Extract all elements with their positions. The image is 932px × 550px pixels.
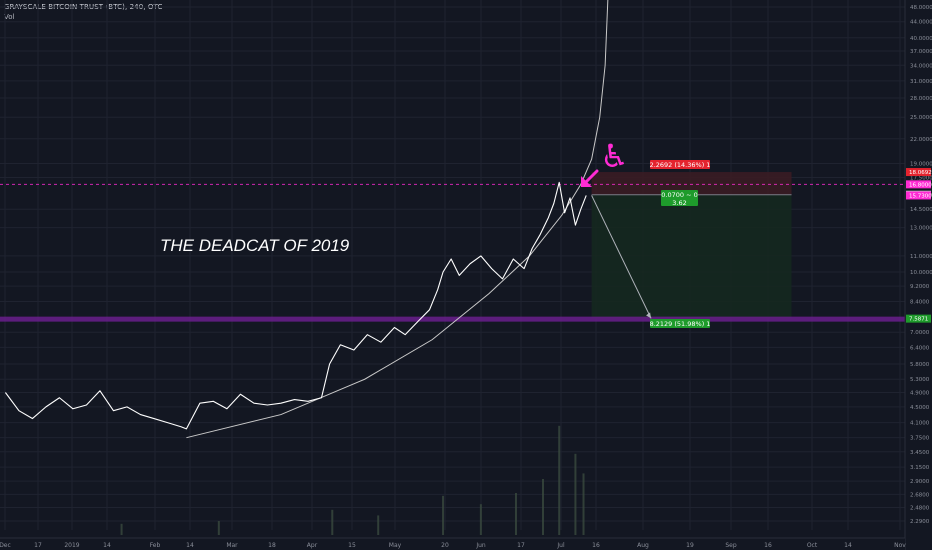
price-tick-label: 13.0000 <box>910 226 932 232</box>
price-tick-label: 2.9000 <box>910 479 930 485</box>
volume-label: Vol <box>4 13 15 21</box>
entry-label: 3.62 <box>672 199 686 207</box>
time-tick-label: 17 <box>34 542 42 549</box>
volume-bar <box>120 523 123 535</box>
target-label: 8.2129 (51.98%) 1 <box>650 320 711 328</box>
price-tick-label: 37.0000 <box>910 49 932 55</box>
price-tag-box <box>906 180 931 189</box>
time-tick-label: May <box>389 542 402 549</box>
price-tick-label: 40.0000 <box>910 36 932 42</box>
time-tick-label: 18 <box>268 542 276 549</box>
time-tick-label: Apr <box>307 542 318 549</box>
forecast-arrowhead <box>646 312 652 319</box>
volume-bar <box>542 479 544 535</box>
entry-label-box <box>661 190 698 206</box>
time-tick-label: 2019 <box>64 542 79 549</box>
volume-bar <box>479 504 482 535</box>
price-tick-label: 3.1500 <box>910 465 930 471</box>
price-tick-label: 48.0000 <box>910 5 932 11</box>
price-tick-label: 25.0000 <box>910 115 932 121</box>
profit-target-zone <box>591 194 792 319</box>
time-tick-label: Sep <box>725 542 737 549</box>
price-tag-box <box>906 314 931 323</box>
time-tick-label: Dec <box>0 542 11 549</box>
time-axis <box>0 538 905 550</box>
parabolic-curve <box>186 0 609 439</box>
volume-bar <box>582 473 585 535</box>
arrow-down-left-icon <box>581 176 592 187</box>
price-tick-label: 14.5000 <box>910 207 932 213</box>
volume-bar <box>442 495 445 535</box>
price-tick-label: 28.0000 <box>910 96 932 102</box>
time-tick-label: 20 <box>441 542 449 549</box>
stop-loss-zone <box>591 172 792 195</box>
price-tick-label: 5.8000 <box>910 362 930 368</box>
forecast-arrow <box>591 195 652 319</box>
volume-bar <box>574 453 577 535</box>
time-tick-label: 17 <box>517 542 525 549</box>
price-tick-label: 7.0000 <box>910 330 930 336</box>
price-tick-label: 17.5000 <box>910 175 932 181</box>
price-tick-label: 31.0000 <box>910 79 932 85</box>
price-tick-label: 4.9000 <box>910 390 930 396</box>
price-tick-label: 34.0000 <box>910 63 932 69</box>
price-tick-label: 8.4000 <box>910 299 930 305</box>
price-tick-label: 2.2900 <box>910 519 930 525</box>
target-label-box <box>650 319 710 328</box>
stop-loss-label: 2.2692 (14.36%) 1 <box>650 161 711 169</box>
volume-bar <box>217 521 220 535</box>
time-tick-label: 16 <box>592 542 600 549</box>
time-tick-label: 16 <box>764 542 772 549</box>
price-tick-label: 3.7500 <box>910 436 930 442</box>
price-tick-label: 2.6800 <box>910 492 930 498</box>
price-tick-label: 4.5000 <box>910 405 930 411</box>
price-tick-label: 44.0000 <box>910 20 932 26</box>
price-tag-box <box>906 191 931 200</box>
price-tick-label: 11.0000 <box>910 254 932 260</box>
price-axis <box>905 0 932 550</box>
support-band <box>0 316 905 322</box>
price-tag-label: 18.0692 <box>909 170 932 176</box>
price-tick-label: 3.4500 <box>910 450 930 456</box>
price-tick-label: 4.1000 <box>910 421 930 427</box>
arrow-down-left-icon <box>583 169 599 185</box>
price-line[interactable] <box>4 181 587 430</box>
price-tick-label: 9.2000 <box>910 284 930 290</box>
time-tick-label: Jul <box>556 542 565 549</box>
price-tag-label: 7.5871 <box>909 317 928 323</box>
volume-bar <box>514 493 517 535</box>
time-tick-label: 19 <box>686 542 694 549</box>
volume-bar <box>377 515 380 535</box>
volume-bar <box>558 425 561 535</box>
time-tick-label: Feb <box>150 542 161 549</box>
time-tick-label: 14 <box>844 542 852 549</box>
price-tick-label: 19.0000 <box>910 162 932 168</box>
time-tick-label: 14 <box>103 542 111 549</box>
headline-annotation: THE DEADCAT OF 2019 <box>160 236 350 255</box>
price-tag-label: 16.8000 <box>909 182 932 188</box>
time-tick-label: Jun <box>475 542 486 549</box>
stop-loss-label-box <box>650 160 710 169</box>
price-tick-label: 2.4800 <box>910 506 930 512</box>
price-tick-label: 5.3000 <box>910 377 930 383</box>
time-tick-label: Oct <box>807 542 818 549</box>
volume-bar <box>331 509 334 535</box>
time-tick-label: Mar <box>226 542 238 549</box>
price-tag-box <box>906 168 931 177</box>
price-tick-label: 22.0000 <box>910 137 932 143</box>
price-tick-label: 6.4000 <box>910 345 930 351</box>
time-tick-label: 14 <box>186 542 194 549</box>
entry-label: 0.0700 ~ 0 <box>661 191 697 199</box>
time-tick-label: 15 <box>348 542 356 549</box>
wheelchair-icon: ♿ <box>600 137 629 175</box>
price-tag-label: 15.7300 <box>909 193 932 199</box>
price-tick-label: 10.0000 <box>910 270 932 276</box>
time-tick-label: Nov <box>894 542 906 549</box>
time-tick-label: Aug <box>637 542 649 549</box>
